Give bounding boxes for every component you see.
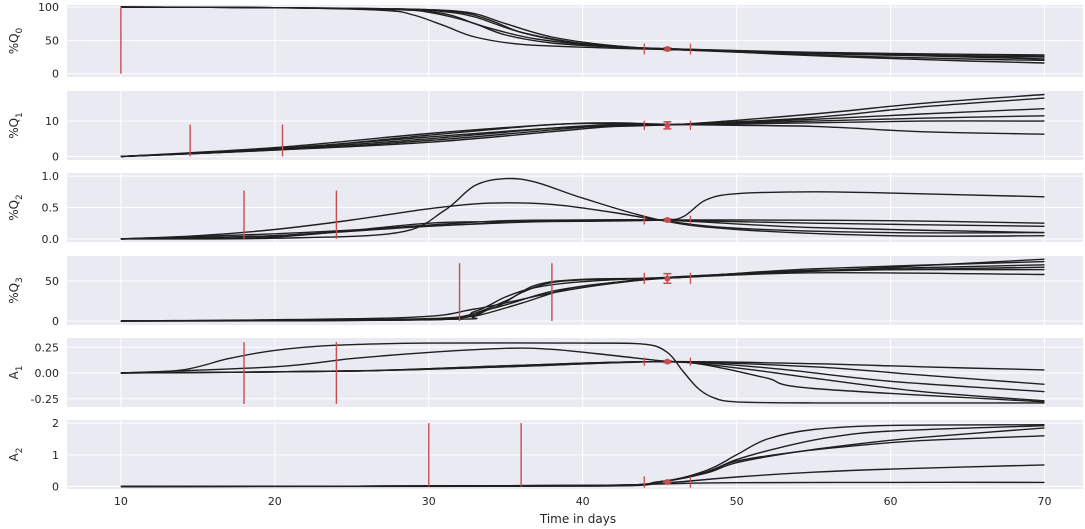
x-tick-label: 60 [884, 495, 898, 508]
observation-point [664, 46, 671, 52]
series-line [120, 481, 1045, 488]
series-line [120, 218, 1045, 240]
y-tick-label: 0.00 [35, 367, 60, 380]
observation-point [664, 275, 671, 282]
panel-background [67, 256, 1083, 325]
panel-1: 0 10 %Q1 [7, 91, 1083, 163]
y-axis-title-subscript: 1 [15, 112, 25, 118]
y-axis-title-main: %Q [7, 118, 21, 139]
series-line [120, 268, 1045, 322]
observation-point [664, 479, 671, 486]
y-tick-label: 0.0 [42, 233, 60, 246]
y-tick-label: 1 [52, 449, 59, 462]
y-axis-title-subscript: 0 [15, 27, 25, 33]
y-tick-label: 0 [52, 150, 59, 163]
series-line [120, 342, 1045, 404]
observation-point [664, 122, 671, 129]
y-tick-label: 50 [45, 275, 59, 288]
y-axis-title-main: %Q [7, 33, 21, 54]
observation-point [664, 217, 671, 224]
series-line [120, 177, 1045, 240]
x-tick-label: 70 [1038, 495, 1052, 508]
x-tick-label: 40 [576, 495, 590, 508]
y-axis-title: %Q2 [7, 194, 25, 221]
x-axis-title: Time in days [539, 512, 616, 526]
y-tick-label: 1.0 [42, 170, 60, 183]
panel-background [67, 91, 1083, 160]
x-tick-label: 20 [268, 495, 282, 508]
y-axis-title-main: A [7, 452, 21, 461]
y-tick-label: 10 [45, 115, 59, 128]
y-axis-title: %Q1 [7, 112, 25, 139]
y-axis-title-subscript: 2 [15, 194, 25, 200]
y-axis-title: A1 [7, 366, 25, 380]
series-line [120, 347, 1045, 403]
panels: 050100%Q0010%Q10.00.51.0%Q2050%Q30.250.0… [7, 1, 1083, 508]
panel-2: 0.0 0.5 1.0 %Q2 [7, 170, 1083, 246]
y-tick-label: 0.25 [35, 341, 60, 354]
y-tick-label: 0.5 [42, 202, 60, 215]
y-axis-title-main: A [7, 370, 21, 379]
series-line [120, 122, 1045, 158]
y-axis-title: %Q3 [7, 277, 25, 304]
y-tick-label: 0 [52, 68, 59, 81]
y-axis-title-subscript: 1 [15, 366, 25, 372]
x-tick-label: 50 [730, 495, 744, 508]
y-axis-title-main: %Q [7, 200, 21, 221]
y-tick-label: 0 [52, 480, 59, 493]
series-line [120, 120, 1045, 158]
y-tick-label: 100 [38, 1, 59, 14]
y-axis-title-subscript: 2 [15, 448, 25, 454]
y-tick-label: 0 [52, 315, 59, 328]
series-line [120, 272, 1045, 322]
panel-4: 0.25 0.00 -0.25 A1 [7, 338, 1083, 407]
y-axis-title-subscript: 3 [15, 277, 25, 283]
y-tick-label: 50 [45, 34, 59, 47]
y-axis-title: A2 [7, 448, 25, 462]
series-line [120, 6, 1045, 60]
x-tick-label: 10 [114, 495, 128, 508]
series-line [120, 360, 1045, 402]
series-line [120, 115, 1045, 158]
y-axis-title: %Q0 [7, 27, 25, 54]
panel-3: 0 50 %Q3 [7, 256, 1083, 328]
series-line [120, 202, 1045, 240]
y-axis-title-main: %Q [7, 283, 21, 304]
y-tick-label: -0.25 [31, 393, 59, 406]
x-tick-label: 30 [422, 495, 436, 508]
y-tick-label: 2 [52, 417, 59, 430]
observation-point [664, 358, 671, 365]
